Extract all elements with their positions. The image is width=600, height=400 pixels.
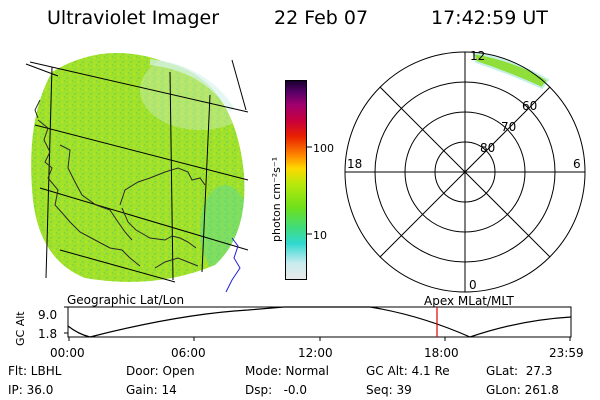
mlt-label-18: 18 bbox=[347, 157, 362, 171]
altitude-curve bbox=[67, 306, 572, 338]
dsp-status: Dsp: -0.0 bbox=[245, 383, 308, 397]
alt-xtick-0600: 06:00 bbox=[171, 346, 206, 360]
altitude-plot-frame bbox=[67, 306, 572, 338]
coastline-ocean bbox=[225, 237, 241, 293]
colorbar-axis: 100 10 photon cm⁻²s⁻¹ bbox=[270, 142, 334, 242]
colorbar bbox=[285, 80, 307, 280]
lat-lon-grid bbox=[25, 59, 249, 283]
mlat-label-80: 80 bbox=[480, 141, 495, 155]
alt-axis-label: GC Alt bbox=[14, 311, 27, 346]
colorbar-unit-label: photon cm⁻²s⁻¹ bbox=[270, 157, 283, 242]
colorbar-tick-10: 10 bbox=[313, 229, 327, 242]
door-status: Door: Open bbox=[126, 364, 195, 378]
alt-xtick-1200: 12:00 bbox=[298, 346, 333, 360]
mlat-label-60: 60 bbox=[522, 99, 537, 113]
gc-alt-status: GC Alt: 4.1 Re bbox=[366, 364, 450, 378]
geographic-label: Geographic Lat/Lon bbox=[67, 293, 184, 307]
time-label: 17:42:59 UT bbox=[431, 7, 548, 29]
colorbar-tick-100: 100 bbox=[313, 142, 334, 155]
limb-haze bbox=[149, 59, 235, 112]
flt-status: Flt: LBHL bbox=[8, 364, 62, 378]
uv-emission-disk bbox=[31, 53, 245, 282]
glon-status: GLon: 261.8 bbox=[486, 383, 559, 397]
alt-xtick-0000: 00:00 bbox=[50, 346, 85, 360]
apex-label: Apex MLat/MLT bbox=[424, 294, 514, 308]
polar-mlat-mlt-plot: 12 6 0 18 80 70 60 bbox=[344, 49, 586, 293]
alt-ytick-9: 9.0 bbox=[38, 308, 57, 322]
mode-status: Mode: Normal bbox=[245, 364, 329, 378]
ip-status: IP: 36.0 bbox=[8, 383, 54, 397]
mlat-label-70: 70 bbox=[501, 120, 516, 134]
mlt-label-6: 6 bbox=[573, 157, 581, 171]
gain-status: Gain: 14 bbox=[126, 383, 177, 397]
coastline-outlines bbox=[34, 99, 206, 269]
instrument-title: Ultraviolet Imager bbox=[47, 7, 220, 29]
alt-ytick-1-8: 1.8 bbox=[38, 327, 57, 341]
date-label: 22 Feb 07 bbox=[274, 7, 369, 29]
altitude-plot: 9.0 1.8 GC Alt bbox=[14, 306, 572, 346]
polar-grid bbox=[344, 51, 586, 293]
mlt-label-12: 12 bbox=[470, 49, 485, 63]
alt-xtick-1800: 18:00 bbox=[424, 346, 459, 360]
glat-status: GLat: 27.3 bbox=[486, 364, 553, 378]
alt-xtick-2359: 23:59 bbox=[549, 346, 584, 360]
auroral-emission bbox=[471, 51, 550, 90]
seq-status: Seq: 39 bbox=[366, 383, 412, 397]
mlt-label-0: 0 bbox=[469, 278, 477, 292]
